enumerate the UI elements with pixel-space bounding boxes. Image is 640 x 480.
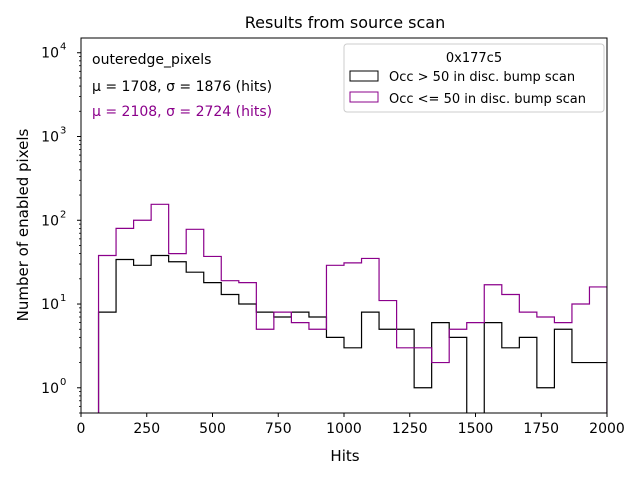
histogram-bin: [169, 254, 187, 413]
y-tick-label: 10: [41, 297, 59, 313]
histogram-bin: [221, 281, 239, 413]
histogram-bin: [484, 285, 502, 413]
histogram-bin: [291, 323, 309, 413]
legend-swatch-series-1: [349, 70, 379, 82]
histogram-bin: [151, 204, 169, 413]
histogram-bin: [414, 348, 432, 413]
annotation-title: outeredge_pixels: [92, 52, 211, 68]
y-tick-exponent: 4: [60, 42, 66, 53]
histogram-bin: [239, 283, 257, 413]
histogram-bin: [204, 256, 222, 413]
histogram-bin: [116, 228, 134, 413]
series-1: [97, 254, 607, 413]
histogram-bin: [274, 312, 292, 413]
y-tick-label: 10: [41, 213, 59, 229]
x-tick-label: 1000: [326, 421, 362, 437]
y-tick-exponent: 2: [60, 209, 66, 220]
x-tick-label: 500: [199, 421, 226, 437]
x-tick-label: 250: [133, 421, 160, 437]
histogram-bin: [326, 265, 344, 413]
series-layer: [97, 203, 607, 413]
x-tick-label: 2000: [589, 421, 625, 437]
y-tick-exponent: 0: [60, 377, 66, 388]
x-tick-label: 1500: [458, 421, 494, 437]
annotation-line-2: μ = 2108, σ = 2724 (hits): [92, 104, 272, 120]
histogram-bin: [554, 323, 572, 413]
histogram-bin: [467, 323, 485, 413]
legend-swatch-series-2: [349, 91, 379, 103]
series-step-line: [97, 254, 607, 413]
histogram-bin: [379, 301, 397, 413]
legend-label-series-1: Occ > 50 in disc. bump scan: [389, 70, 575, 85]
series-step-line: [97, 203, 607, 413]
stats-annotation: outeredge_pixels μ = 1708, σ = 1876 (hit…: [92, 52, 272, 120]
y-tick-label: 10: [41, 46, 59, 62]
histogram-bin: [589, 287, 607, 413]
histogram-bin: [99, 255, 117, 413]
histogram-bin: [344, 263, 362, 413]
x-axis-label: Hits: [330, 447, 359, 465]
x-axis: 0 250 500 750 1000 1250 1500 1750 2000: [77, 413, 625, 437]
y-tick-label: 10: [41, 381, 59, 397]
histogram-bin: [186, 229, 204, 413]
histogram-bin: [256, 329, 274, 413]
y-axis-label: Number of enabled pixels: [14, 128, 32, 321]
histogram-bin: [432, 363, 450, 413]
histogram-bin: [134, 220, 152, 413]
histogram-bin: [397, 348, 415, 413]
legend-box: [343, 43, 605, 113]
x-tick-label: 750: [265, 421, 292, 437]
y-tick-label: 10: [41, 130, 59, 146]
x-tick-label: 1250: [392, 421, 428, 437]
y-tick-exponent: 1: [60, 293, 66, 304]
y-tick-exponent: 3: [60, 126, 66, 137]
histogram-bin: [572, 304, 590, 413]
legend: 0x177c5 Occ > 50 in disc. bump scan Occ …: [343, 43, 605, 113]
x-tick-label: 0: [77, 421, 86, 437]
histogram-bin: [362, 258, 380, 413]
histogram-bin: [502, 294, 520, 413]
legend-label-series-2: Occ <= 50 in disc. bump scan: [389, 92, 586, 107]
histogram-bin: [309, 329, 327, 413]
histogram-bin: [537, 317, 555, 413]
histogram-bin: [449, 329, 467, 413]
chart-title: Results from source scan: [245, 13, 445, 32]
legend-title: 0x177c5: [446, 51, 502, 66]
series-2: [97, 203, 607, 413]
x-tick-label: 1750: [523, 421, 559, 437]
annotation-line-1: μ = 1708, σ = 1876 (hits): [92, 79, 272, 95]
histogram-bin: [519, 312, 537, 413]
